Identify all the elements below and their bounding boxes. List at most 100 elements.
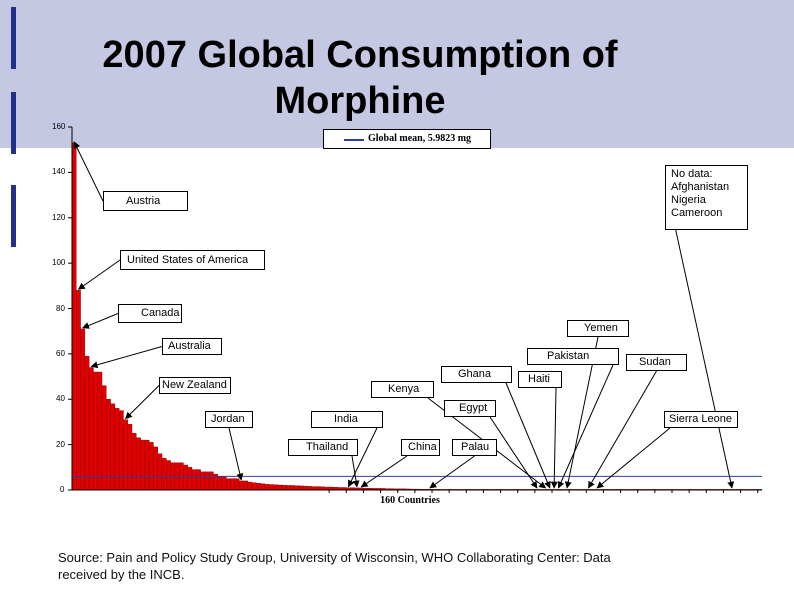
no-data-callout: No data: Afghanistan Nigeria Cameroon (665, 165, 748, 230)
bar (204, 471, 210, 491)
bar (97, 371, 103, 491)
bar (290, 485, 296, 491)
callout-arrow (550, 387, 558, 489)
bar (307, 486, 313, 491)
no-data-country: Cameroon (671, 207, 723, 219)
bar (200, 471, 206, 491)
chart-background (0, 148, 794, 595)
callout-ghana: Ghana (441, 366, 512, 383)
callout-arrow (489, 416, 538, 489)
callout-arrow (77, 259, 121, 290)
accent-bar (11, 7, 16, 69)
y-tick-label: 160 (52, 122, 66, 131)
bar (127, 424, 133, 491)
chart-legend: Global mean, 5.9823 mg (323, 129, 491, 149)
bar (166, 460, 171, 491)
legend-label: Global mean, 5.9823 mg (368, 133, 472, 144)
bar (114, 408, 120, 491)
callout-arrow (73, 141, 104, 202)
callout-sudan: Sudan (626, 354, 687, 371)
callout-arrow (351, 455, 360, 488)
callout-thailand: Thailand (288, 439, 358, 456)
bar (264, 484, 270, 491)
bar (136, 437, 141, 491)
callout-arrow (429, 455, 475, 489)
bar (316, 486, 321, 491)
bar (84, 355, 90, 491)
bar (140, 439, 146, 491)
bar (131, 433, 137, 491)
x-tick-group (328, 490, 759, 493)
bar-group (71, 142, 763, 491)
callout-pakistan: Pakistan (527, 348, 619, 365)
x-axis-label: 160 Countries (380, 495, 440, 506)
bar (303, 485, 308, 491)
page-title: 2007 Global Consumption of Morphine (102, 34, 618, 122)
slide-header-background (0, 0, 794, 148)
no-data-country: Afghanistan (671, 181, 730, 193)
callout-austria: Austria (103, 191, 188, 211)
bar (183, 464, 188, 491)
callout-arrow (596, 427, 671, 489)
bar (221, 476, 227, 491)
y-tick-label: 80 (56, 303, 65, 313)
bar (273, 484, 278, 491)
callout-jordan: Jordan (205, 411, 253, 428)
bar (234, 478, 240, 491)
y-tick-label: 140 (52, 167, 66, 177)
callout-arrow (587, 370, 657, 489)
callout-australia: Australia (162, 338, 222, 355)
y-tick-label: 60 (56, 348, 65, 358)
y-tick-label: 20 (56, 439, 65, 449)
bar (251, 482, 257, 491)
bar (88, 367, 94, 491)
bar (118, 410, 124, 491)
bar (123, 419, 128, 491)
y-tick-label: 120 (52, 212, 66, 222)
callout-arrow (82, 313, 119, 329)
callout-arrow (347, 427, 378, 488)
legend-line-swatch (344, 139, 364, 141)
callout-arrow (90, 346, 163, 369)
callout-arrow (505, 382, 551, 489)
bar (110, 403, 116, 491)
bar (294, 485, 300, 491)
bar (76, 290, 81, 491)
callout-haiti: Haiti (518, 371, 562, 388)
callout-egypt: Egypt (444, 400, 496, 417)
bar (71, 142, 77, 491)
callout-arrow (666, 189, 735, 489)
callout-kenya: Kenya (371, 381, 434, 398)
callout-arrows (73, 141, 735, 489)
bar (148, 442, 154, 491)
bar (226, 478, 231, 491)
callout-arrow (557, 364, 614, 489)
callout-new-zealand: New Zealand (159, 377, 231, 394)
bar (311, 486, 317, 491)
bar (208, 471, 214, 491)
callout-palau: Palau (452, 439, 497, 456)
bar (247, 481, 253, 491)
bar (298, 485, 304, 491)
bar (187, 467, 193, 491)
callout-canada: Canada (118, 304, 182, 323)
callout-yemen: Yemen (567, 320, 629, 337)
bar (256, 482, 261, 491)
y-tick-group (68, 126, 72, 491)
bar (277, 484, 283, 491)
callout-india: India (311, 411, 383, 428)
bar (268, 484, 274, 491)
callout-arrow (228, 427, 244, 481)
bar (230, 478, 236, 491)
no-data-country: Nigeria (671, 194, 706, 206)
callout-china: China (401, 439, 440, 456)
bar (80, 328, 86, 491)
bar (101, 385, 107, 491)
bar (217, 476, 223, 491)
bar (161, 458, 167, 491)
bar (238, 480, 244, 491)
bar (191, 469, 197, 491)
bar (93, 371, 98, 491)
callout-arrow (360, 455, 408, 488)
